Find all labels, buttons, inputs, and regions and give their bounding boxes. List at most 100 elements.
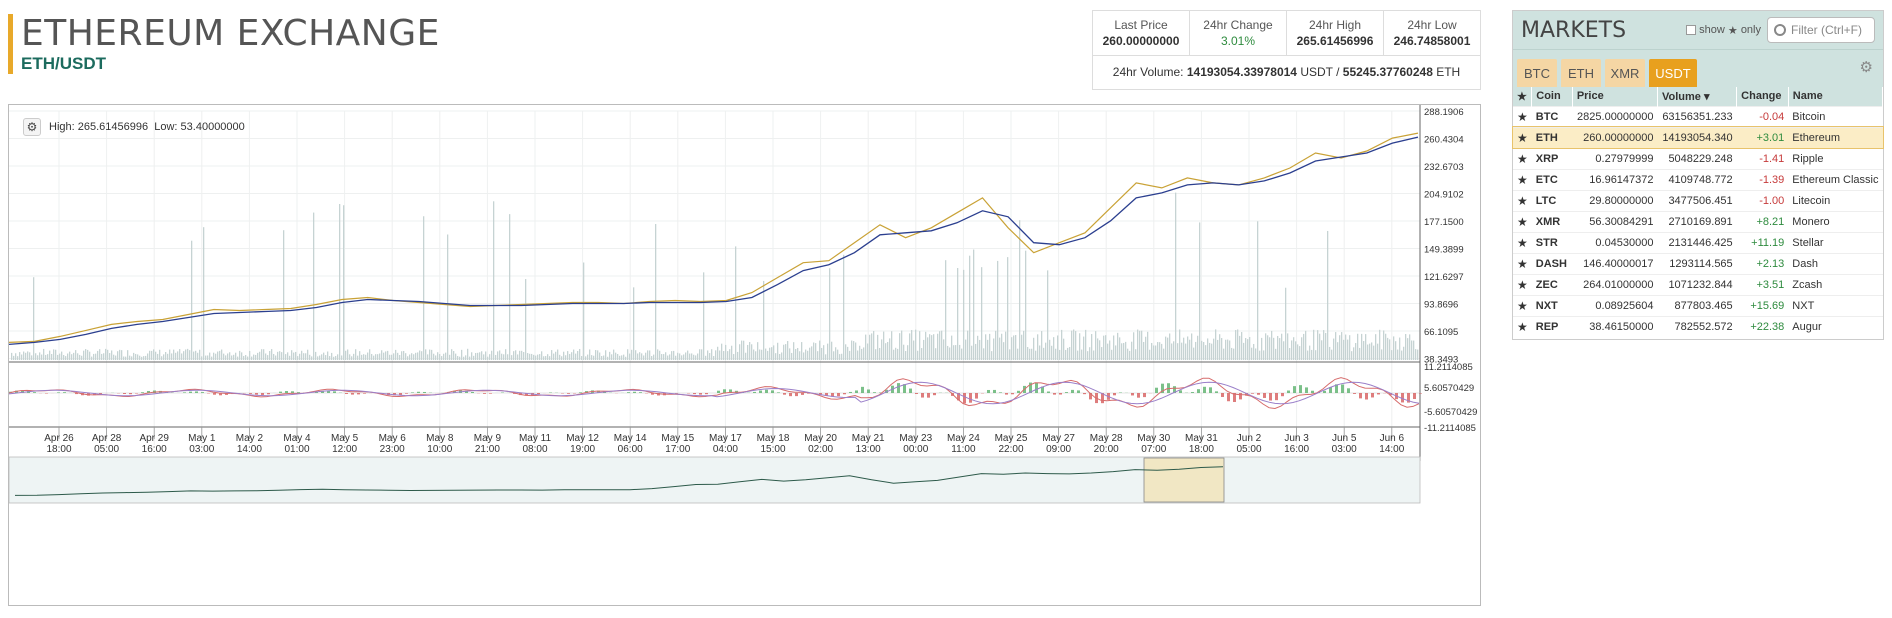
volume-bar bbox=[557, 349, 559, 360]
volume-bar bbox=[405, 353, 407, 360]
volume-bar bbox=[221, 349, 223, 360]
tab-usdt[interactable]: USDT bbox=[1649, 59, 1697, 87]
volume-bar bbox=[1285, 287, 1287, 360]
col-price[interactable]: Price bbox=[1572, 87, 1659, 106]
star-icon[interactable]: ★ bbox=[1513, 273, 1532, 295]
macd-histogram-bar bbox=[975, 393, 978, 399]
col-change[interactable]: Change bbox=[1736, 87, 1789, 106]
star-icon[interactable]: ★ bbox=[1513, 126, 1532, 148]
volume-bar bbox=[563, 351, 565, 360]
name-cell: Zcash bbox=[1788, 273, 1883, 295]
volume-bar bbox=[1235, 330, 1237, 360]
price-chart[interactable]: 288.1906 260.4304 232.6703 204.9102 177.1500… bbox=[8, 104, 1481, 606]
volume-bar bbox=[937, 333, 939, 360]
volume-bar bbox=[483, 354, 485, 360]
filter-input[interactable]: Filter (Ctrl+F) bbox=[1767, 17, 1875, 43]
volume-bar bbox=[1153, 345, 1155, 360]
table-row[interactable]: ★ ZEC 264.01000000 1071232.844 +3.51 Zcash bbox=[1513, 273, 1883, 295]
volume-bar bbox=[123, 356, 125, 360]
volume-bar bbox=[1333, 338, 1335, 360]
table-row[interactable]: ★ DASH 146.40000017 1293114.565 +2.13 Dash bbox=[1513, 252, 1883, 274]
macd-histogram-bar bbox=[1221, 393, 1224, 397]
time-tick-time: 03:00 bbox=[1332, 444, 1357, 455]
volume-bar bbox=[651, 356, 653, 360]
volume-bar bbox=[53, 349, 55, 360]
table-row[interactable]: ★ ETC 16.96147372 4109748.772 -1.39 Ethereum … bbox=[1513, 168, 1883, 190]
star-icon[interactable]: ★ bbox=[1513, 105, 1532, 127]
macd-histogram-bar bbox=[123, 393, 126, 395]
table-row[interactable]: ★ XMR 56.30084291 2710169.891 +8.21 Monero bbox=[1513, 210, 1883, 232]
table-row[interactable]: ★ STR 0.04530000 2131446.425 +11.19 Stellar bbox=[1513, 231, 1883, 253]
volume-bar bbox=[643, 355, 645, 360]
macd-histogram-bar bbox=[1119, 392, 1122, 393]
volume-bar bbox=[795, 349, 797, 360]
star-icon[interactable]: ★ bbox=[1513, 189, 1532, 211]
volume-bar bbox=[909, 333, 911, 360]
volume-bar bbox=[893, 349, 895, 360]
volume-bar bbox=[777, 342, 779, 360]
volume-bar bbox=[861, 348, 863, 360]
tab-xmr[interactable]: XMR bbox=[1605, 59, 1645, 87]
volume-bar bbox=[327, 351, 329, 360]
col-coin[interactable]: Coin bbox=[1531, 87, 1573, 106]
star-icon[interactable]: ★ bbox=[1513, 147, 1532, 169]
macd-histogram-bar bbox=[423, 391, 426, 393]
macd-histogram-bar bbox=[1065, 392, 1068, 393]
star-icon[interactable]: ★ bbox=[1513, 231, 1532, 253]
time-tick-time: 05:00 bbox=[94, 444, 119, 455]
time-tick-date: Apr 29 bbox=[139, 433, 169, 444]
table-row[interactable]: ★ REP 38.46150000 782552.572 +22.38 Augur bbox=[1513, 315, 1883, 337]
table-row[interactable]: ★ BTC 2825.00000000 63156351.233 -0.04 Bitcoi… bbox=[1513, 105, 1883, 127]
volume-bar bbox=[459, 356, 461, 360]
star-icon[interactable]: ★ bbox=[1513, 252, 1532, 274]
volume-bar bbox=[71, 354, 73, 360]
star-icon[interactable]: ★ bbox=[1513, 315, 1532, 337]
volume-bar bbox=[735, 246, 737, 360]
macd-histogram-bar bbox=[219, 393, 222, 396]
volume-bar bbox=[891, 331, 893, 360]
volume-bar bbox=[65, 356, 67, 360]
volume-bar bbox=[745, 352, 747, 360]
time-tick-date: May 31 bbox=[1185, 433, 1218, 444]
star-icon[interactable]: ★ bbox=[1513, 168, 1532, 190]
tab-eth[interactable]: ETH bbox=[1561, 59, 1601, 87]
col-star[interactable]: ★ bbox=[1513, 87, 1533, 106]
volume-bar bbox=[1313, 329, 1315, 360]
table-row[interactable]: ★ NXT 0.08925604 877803.465 +15.69 NXT bbox=[1513, 294, 1883, 316]
volume-bar bbox=[449, 354, 451, 360]
col-name[interactable]: Name bbox=[1788, 87, 1884, 106]
macd-histogram-bar bbox=[1275, 393, 1278, 401]
volume-bar bbox=[885, 343, 887, 360]
star-icon[interactable]: ★ bbox=[1513, 294, 1532, 316]
macd-histogram-bar bbox=[1035, 382, 1038, 393]
volume-bar bbox=[191, 240, 193, 360]
volume-bar bbox=[83, 350, 85, 360]
volume-bar bbox=[283, 230, 285, 360]
volume-bar bbox=[527, 353, 529, 360]
gear-icon[interactable]: ⚙ bbox=[23, 118, 41, 136]
volume-bar bbox=[1317, 330, 1319, 360]
volume-bar bbox=[597, 350, 599, 360]
volume-bar bbox=[1025, 250, 1027, 360]
volume-bar bbox=[1299, 346, 1301, 360]
checkbox-icon[interactable] bbox=[1686, 25, 1697, 35]
volume-bar bbox=[457, 356, 459, 360]
chart-canvas[interactable]: 288.1906 260.4304 232.6703 204.9102 177.1500… bbox=[9, 105, 1482, 607]
price-axis-tick: 177.1500 bbox=[1424, 217, 1464, 228]
volume-bar bbox=[765, 348, 767, 360]
gear-icon[interactable]: ⚙ bbox=[1859, 59, 1873, 76]
tab-btc[interactable]: BTC bbox=[1517, 59, 1557, 87]
volume-bar bbox=[85, 349, 87, 360]
time-tick-date: Jun 2 bbox=[1237, 433, 1262, 444]
table-row[interactable]: ★ ETH 260.00000000 14193054.340 +3.01 Ethereu… bbox=[1512, 126, 1884, 149]
star-icon[interactable]: ★ bbox=[1513, 210, 1532, 232]
volume-bar bbox=[105, 348, 107, 360]
table-row[interactable]: ★ XRP 0.27979999 5048229.248 -1.41 Ripple bbox=[1513, 147, 1883, 169]
table-row[interactable]: ★ LTC 29.80000000 3477506.451 -1.00 Litecoin bbox=[1513, 189, 1883, 211]
volume-bar bbox=[1377, 343, 1379, 360]
macd-histogram-bar bbox=[1233, 393, 1236, 402]
col-volume[interactable]: Volume ▾ bbox=[1657, 87, 1738, 106]
legend-low-value: 53.40000000 bbox=[180, 121, 245, 133]
show-favorites-only-toggle[interactable]: show ★ only bbox=[1686, 24, 1761, 37]
volume-bar bbox=[669, 354, 671, 360]
